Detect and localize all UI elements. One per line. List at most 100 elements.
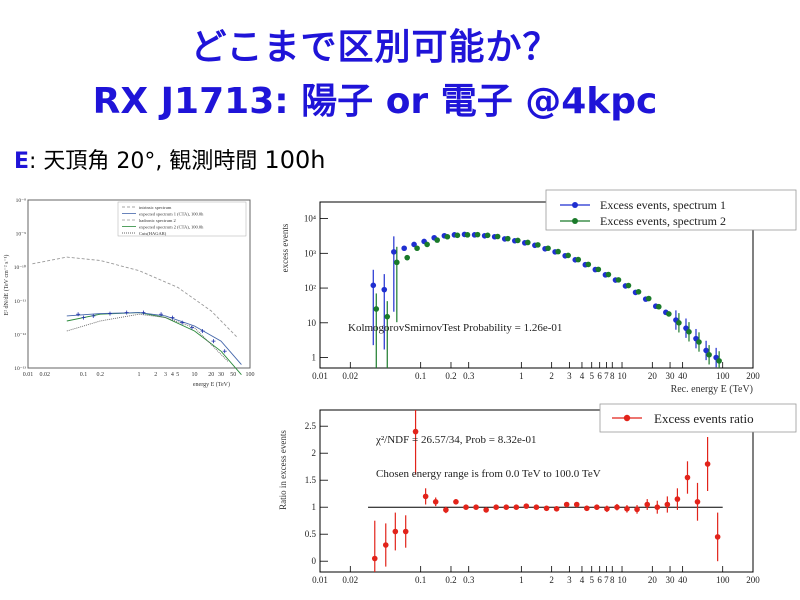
spectrum2-point (706, 351, 712, 358)
ratio-point (654, 504, 661, 510)
ratio-point (392, 528, 399, 535)
top-x-tick-label: 0.01 (312, 371, 328, 381)
spectrum1-point (381, 286, 388, 293)
slide-title-line1: どこまで区別可能か？ (190, 27, 560, 68)
ratio-point (453, 499, 459, 505)
excess-ratio-plot: 0.01 0.02 0.1 0.2 0.3 1 2 3 4 5 6 7 8 10 20 30 40 100 2000… (278, 403, 797, 585)
ratio-point (443, 507, 449, 513)
spectrum2-point (666, 311, 672, 317)
left-x-tick-label: 0.1 (80, 372, 88, 378)
ratio-point (473, 504, 479, 510)
spectrum2-point (434, 237, 440, 243)
top-x-tick-label: 2 (549, 371, 554, 381)
ratio-point (674, 496, 681, 502)
left-y-axis-label: E² dN/dE (TeV cm⁻² s⁻¹) (3, 255, 10, 316)
chi2-annotation: χ²/NDF = 26.57/34, Prob = 8.32e-01 (375, 434, 537, 446)
left-x-axis-label: energy E (TeV) (193, 381, 230, 388)
spectrum2-point (716, 358, 722, 364)
ratio-point (513, 504, 520, 510)
bottom-y-tick-label: 0.5 (305, 529, 317, 539)
ratio-point (614, 504, 620, 510)
spectrum2-point (686, 329, 692, 335)
spectrum2-point (414, 245, 420, 252)
top-x-tick-label: 200 (746, 371, 760, 381)
left-x-tick-label: 20 (208, 372, 214, 378)
top-x-tick-label: 8 (610, 371, 615, 381)
top-x-tick-label: 100 (716, 371, 730, 381)
ratio-point (664, 501, 671, 508)
spectrum2-point (444, 233, 451, 240)
bottom-x-tick-label: 8 (610, 575, 615, 585)
bottom-x-tick-label: 7 (604, 575, 609, 585)
top-x-tick-label: 0.02 (342, 371, 358, 381)
top-x-tick-label: 6 (597, 371, 602, 381)
spectrum2-point (504, 235, 511, 242)
left-legend-label: hadronic spectrum 2 (139, 218, 176, 223)
left-x-tick-label: 100 (246, 372, 255, 378)
observation-conditions: E: 天頂角 20°, 観測時間 100h (14, 143, 325, 175)
left-x-tick-label: 0.02 (39, 372, 50, 378)
legend-marker (572, 202, 578, 208)
bottom-x-tick-label: 1 (519, 575, 524, 585)
ratio-point (523, 503, 530, 509)
slide-title-line2: RX J1713: 陽子 or 電子 @4kpc (92, 81, 658, 122)
ratio-point (604, 506, 610, 512)
bottom-x-tick-label: 100 (716, 575, 730, 585)
top-x-tick-label: 4 (580, 371, 585, 381)
spectrum2-point (525, 239, 531, 246)
ratio-point (684, 474, 691, 481)
spectrum2-point (625, 282, 632, 289)
spectrum2-point (595, 266, 602, 273)
spectrum2-point (474, 231, 481, 238)
spectrum2-point (645, 295, 652, 302)
bottom-legend-label: Excess events ratio (654, 411, 754, 426)
spectrum2-point (676, 320, 682, 326)
top-x-tick-label: 7 (604, 371, 609, 381)
bottom-x-tick-label: 2 (549, 575, 554, 585)
bottom-x-tick-label: 40 (678, 575, 688, 585)
ratio-point (704, 461, 711, 467)
ratio-point (584, 505, 590, 512)
spectrum2-point (373, 306, 380, 312)
spectrum1-point (391, 249, 397, 255)
left-curve-blue (66, 312, 242, 365)
top-y-tick-label: 10² (304, 283, 316, 293)
spectrum2-point (424, 241, 430, 248)
bottom-x-tick-label: 3 (567, 575, 572, 585)
bottom-x-tick-label: 0.1 (415, 575, 426, 585)
left-x-tick-label: 50 (230, 372, 236, 378)
bottom-y-tick-label: 2.5 (305, 421, 317, 431)
left-y-tick-label: 10⁻¹⁰ (14, 264, 27, 271)
left-y-tick-label: 10⁻⁸ (16, 198, 26, 204)
ratio-point (483, 507, 489, 513)
spectrum1-point (370, 282, 377, 289)
bottom-y-tick-label: 0 (312, 556, 317, 566)
ratio-point (543, 505, 550, 512)
left-x-tick-label: 4 (171, 372, 174, 378)
top-y-tick-label: 10 (307, 318, 317, 328)
ratio-point (371, 555, 378, 562)
spectrum2-point (545, 245, 551, 252)
spectrum2-point (464, 232, 471, 238)
bottom-x-tick-label: 0.3 (463, 575, 475, 585)
top-y-axis-label: excess events (280, 223, 290, 272)
bottom-x-tick-label: 6 (597, 575, 602, 585)
ratio-point (624, 506, 630, 512)
top-x-tick-label: 1 (519, 371, 524, 381)
left-x-tick-label: 2 (154, 372, 157, 378)
top-legend-label: Excess events, spectrum 1 (600, 198, 726, 212)
spectrum2-point (494, 233, 501, 240)
ratio-point (412, 428, 419, 435)
ratio-point (432, 499, 439, 505)
bottom-y-tick-label: 1 (312, 502, 317, 512)
left-x-tick-label: 3 (164, 372, 167, 378)
bottom-plot-frame (319, 409, 754, 573)
top-x-tick-label: 5 (589, 371, 594, 381)
bottom-y-tick-label: 1.5 (305, 475, 317, 485)
ratio-point (644, 501, 651, 508)
ratio-point (694, 499, 701, 505)
ratio-point (382, 542, 389, 548)
top-x-tick-label: 0.1 (415, 371, 426, 381)
left-legend-label: expected spectrum 1 (CTA), 100.0h (139, 211, 204, 217)
